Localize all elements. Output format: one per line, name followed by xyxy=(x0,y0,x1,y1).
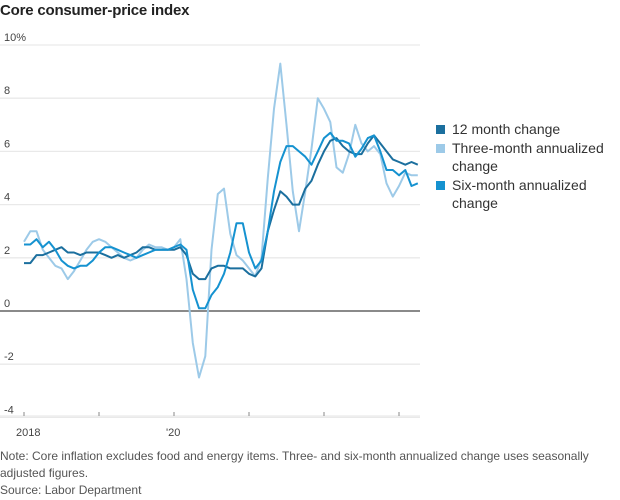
x-axis: 2018 '20 xyxy=(0,412,420,439)
source-text: Source: Labor Department xyxy=(0,483,142,497)
y-tick-label: 6 xyxy=(4,138,10,150)
legend-label: Three-month annualized change xyxy=(452,140,604,174)
chart-title: Core consumer-price index xyxy=(0,2,190,19)
y-tick-label: -4 xyxy=(4,404,14,416)
legend-label: Six-month annualized change xyxy=(452,177,587,211)
y-tick-label: -2 xyxy=(4,351,14,363)
y-axis-labels: -4 -2 0 2 4 6 8 10% xyxy=(4,32,26,416)
gridlines xyxy=(0,44,420,419)
x-tick-label: '20 xyxy=(166,427,180,439)
y-tick-label: 4 xyxy=(4,192,10,204)
x-tick-label: 2018 xyxy=(16,427,40,439)
legend: 12 month change Three-month annualized c… xyxy=(436,120,620,213)
series-lines xyxy=(23,62,419,379)
series-line-six-month-annualized-change xyxy=(24,131,419,310)
y-tick-label: 2 xyxy=(4,245,10,257)
legend-item-six-month: Six-month annualized change xyxy=(436,176,620,212)
legend-swatch xyxy=(436,125,445,134)
legend-item-three-month: Three-month annualized change xyxy=(436,139,620,175)
legend-swatch xyxy=(436,144,445,153)
series-line-12-month-change xyxy=(24,134,419,281)
legend-label: 12 month change xyxy=(452,121,561,137)
legend-item-12-month: 12 month change xyxy=(436,120,620,138)
series-line-three-month-annualized-change xyxy=(23,62,418,379)
y-tick-label: 10% xyxy=(4,32,26,44)
footnotes: Note: Core inflation excludes food and e… xyxy=(0,448,620,499)
legend-swatch xyxy=(436,181,445,190)
y-tick-label: 0 xyxy=(4,298,10,310)
line-chart: -4 -2 0 2 4 6 8 10% 2018 '20 xyxy=(0,32,420,439)
note-text: Note: Core inflation excludes food and e… xyxy=(0,449,589,480)
y-tick-label: 8 xyxy=(4,85,10,97)
